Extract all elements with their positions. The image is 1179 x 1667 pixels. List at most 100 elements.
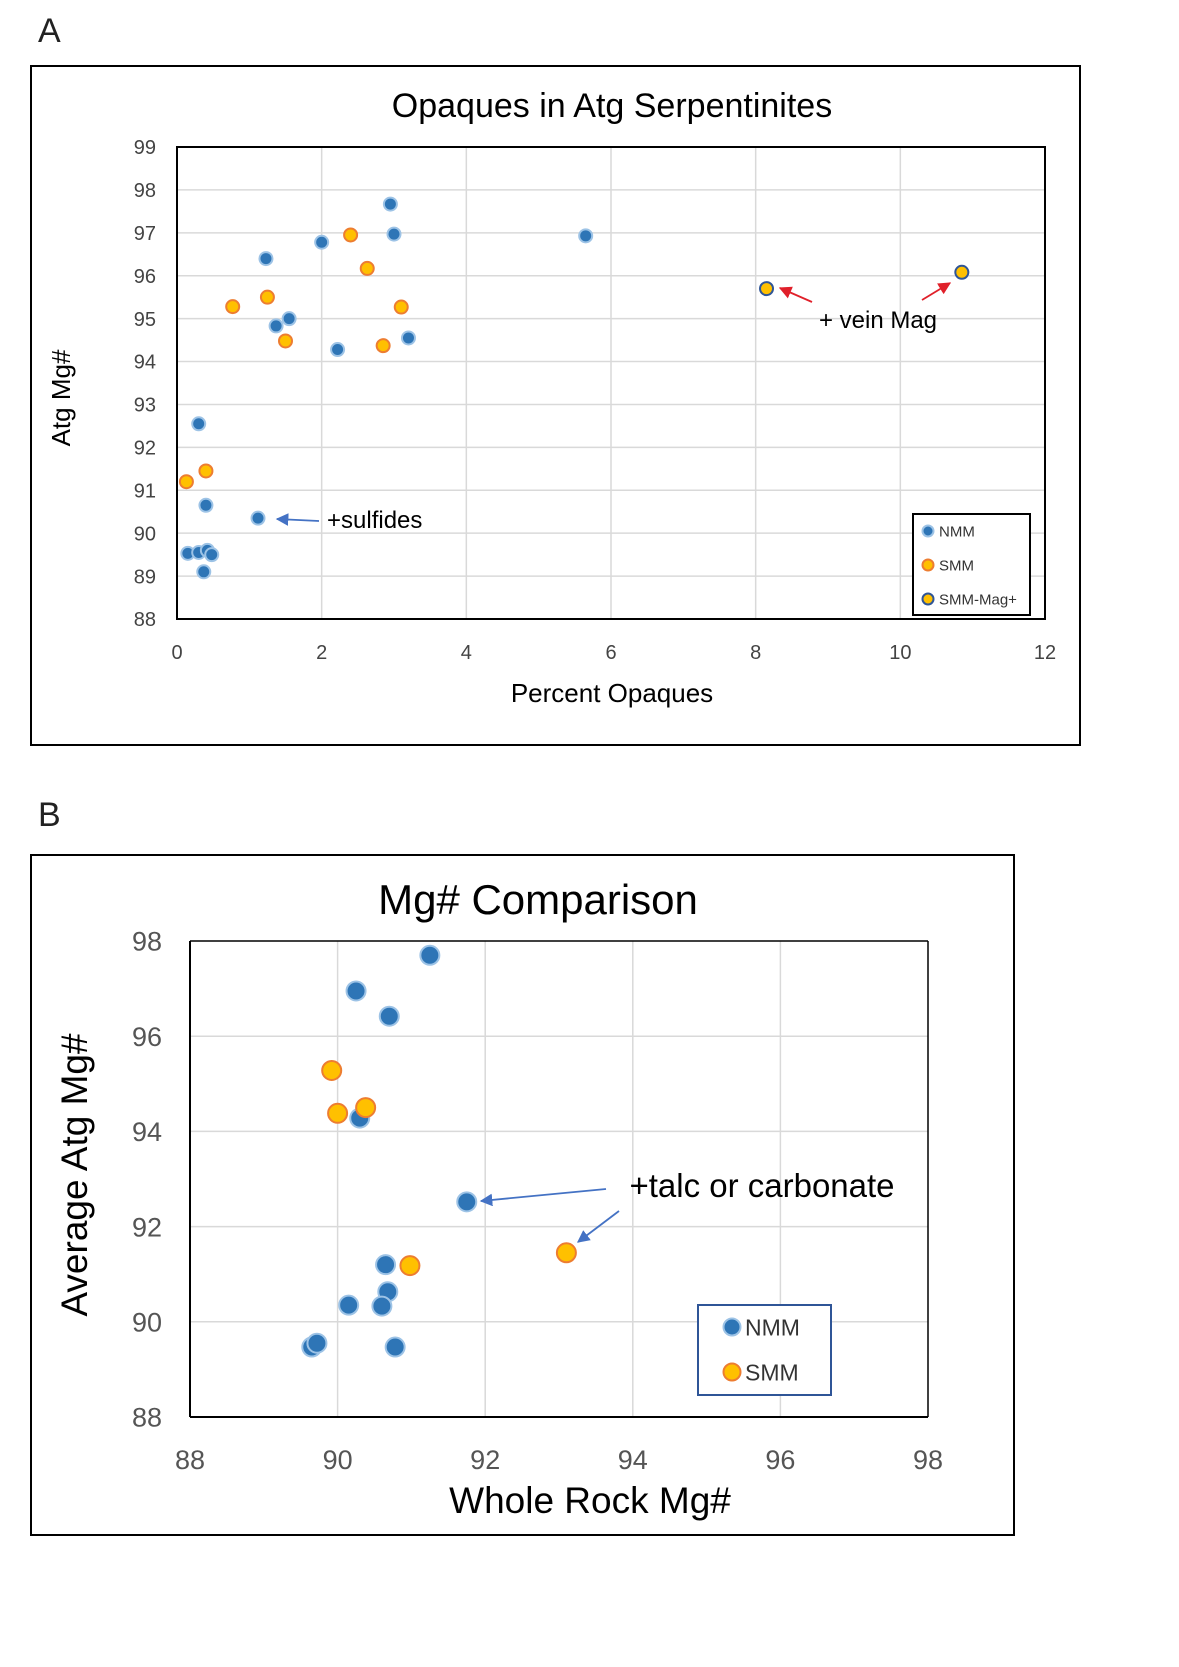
chart-b-legend-marker-smm <box>722 1362 742 1382</box>
chart-a-y-tick-label: 91 <box>134 480 156 502</box>
chart-a-frame <box>30 65 1081 746</box>
chart-b-point-nmm <box>371 1295 393 1317</box>
chart-a-point-nmm <box>198 497 214 513</box>
chart-a-point-nmm <box>204 547 220 563</box>
chart-b-x-tick-label: 96 <box>765 1445 795 1475</box>
chart-b-y-tick-label: 90 <box>132 1308 162 1338</box>
chart-b: 88 90 92 94 96 98 88 90 92 94 96 98 +talc or carbon… <box>30 854 1015 1536</box>
chart-b-arrow-talc-right <box>576 1210 620 1243</box>
chart-a-point-smm <box>393 299 409 315</box>
chart-b-point-nmm <box>419 944 441 966</box>
chart-a-y-tick-label: 96 <box>134 266 156 288</box>
chart-a-point-smm <box>198 463 214 479</box>
chart-a-legend-marker-smm-mag <box>921 592 935 606</box>
chart-a-point-smm <box>178 474 194 490</box>
chart-a-legend-marker-nmm <box>921 524 935 538</box>
chart-a-point-smm <box>278 333 293 349</box>
chart-a-y-tick-label: 90 <box>134 523 156 545</box>
chart-b-x-tick-label: 92 <box>470 1445 500 1475</box>
chart-b-arrow-talc-left <box>479 1188 607 1207</box>
chart-a-point-nmm <box>258 251 274 267</box>
chart-a-x-tick-label: 2 <box>316 642 327 664</box>
chart-b-x-tick-label: 90 <box>323 1445 353 1475</box>
chart-a-legend-marker-smm <box>921 558 935 572</box>
chart-a-point-nmm <box>400 330 416 346</box>
chart-a-y-tick-label: 93 <box>134 395 156 417</box>
chart-b-y-tick-label: 88 <box>132 1403 162 1433</box>
chart-a-y-tick-label: 88 <box>134 609 156 631</box>
chart-a-y-tick-label: 92 <box>134 438 156 460</box>
chart-a-legend-label-smm: SMM <box>939 557 974 574</box>
chart-a-x-tick-label: 4 <box>461 642 472 664</box>
chart-a-arrow-vein-mag-right <box>921 282 952 301</box>
chart-a-point-nmm <box>191 416 207 432</box>
chart-a-point-nmm <box>250 510 266 526</box>
chart-b-point-nmm <box>384 1336 406 1358</box>
chart-b-x-axis-label: Whole Rock Mg# <box>449 1480 731 1521</box>
chart-b-y-tick-label: 92 <box>132 1212 162 1242</box>
chart-a-annotation-vein-mag: + vein Mag <box>819 307 937 334</box>
chart-a-x-tick-label: 6 <box>605 642 616 664</box>
chart-b-point-smm <box>327 1102 349 1124</box>
chart-b-legend-marker-nmm <box>722 1317 742 1337</box>
chart-b-frame <box>30 854 1015 1536</box>
chart-a-point-smm-mag <box>954 264 970 280</box>
panel-b-letter: B <box>38 796 61 834</box>
chart-a-point-nmm <box>281 311 297 327</box>
chart-b-point-nmm <box>375 1254 397 1276</box>
chart-a-y-tick-label: 97 <box>134 223 156 245</box>
chart-b-y-tick-label: 96 <box>132 1022 162 1052</box>
chart-b-title: Mg# Comparison <box>378 876 698 923</box>
chart-a-point-smm <box>359 260 375 276</box>
chart-a-point-nmm <box>268 318 284 334</box>
chart-a-x-tick-label: 8 <box>750 642 761 664</box>
chart-b-point-smm <box>355 1097 377 1119</box>
chart-b-point-smm <box>321 1059 343 1081</box>
chart-b-annotation-talc-carbonate: +talc or carbonate <box>629 1167 894 1204</box>
chart-a-x-tick-label: 10 <box>889 642 911 664</box>
chart-b-point-nmm <box>306 1332 328 1354</box>
chart-b-point-smm <box>399 1255 421 1277</box>
chart-b-point-nmm <box>345 980 367 1002</box>
chart-a-point-smm <box>259 289 275 305</box>
panel-a-letter: A <box>38 12 61 50</box>
chart-b-legend-box <box>697 1304 832 1396</box>
chart-a-x-tick-label: 12 <box>1034 642 1056 664</box>
chart-a-y-tick-label: 99 <box>134 137 156 159</box>
chart-a-point-nmm <box>330 342 346 358</box>
chart-a-point-nmm <box>314 234 330 250</box>
chart-a-y-tick-label: 94 <box>134 352 156 374</box>
chart-a-point-smm <box>225 299 241 315</box>
chart-a-legend-label-nmm: NMM <box>939 523 975 540</box>
chart-a-point-smm-mag <box>759 281 775 297</box>
chart-b-point-nmm <box>378 1005 400 1027</box>
chart-b-point-smm <box>555 1242 577 1264</box>
chart-b-y-axis-label: Average Atg Mg# <box>54 1033 95 1317</box>
chart-a-y-tick-label: 89 <box>134 566 156 588</box>
chart-a-arrow-sulfides <box>275 513 320 526</box>
chart-b-point-nmm <box>338 1294 360 1316</box>
chart-a-arrow-vein-mag-left <box>778 286 813 303</box>
chart-a-point-nmm <box>578 228 594 244</box>
chart-b-legend-label-nmm: NMM <box>745 1314 800 1340</box>
chart-a-point-smm <box>343 227 359 243</box>
chart-a-plot-border <box>176 146 1046 620</box>
chart-b-x-tick-label: 88 <box>175 1445 205 1475</box>
chart-a-y-axis-label: Atg Mg# <box>46 349 76 446</box>
chart-a-point-smm <box>375 338 391 354</box>
chart-b-point-nmm <box>456 1191 478 1213</box>
chart-b-legend-label-smm: SMM <box>745 1359 799 1385</box>
chart-a-annotation-sulfides: +sulfides <box>327 507 422 534</box>
chart-a-point-nmm <box>196 564 212 580</box>
chart-b-x-tick-label: 98 <box>913 1445 943 1475</box>
chart-a-legend-label-smm-mag: SMM-Mag+ <box>939 591 1017 608</box>
chart-a-title: Opaques in Atg Serpentinites <box>392 87 832 125</box>
chart-a-x-tick-label: 0 <box>171 642 182 664</box>
chart-a-y-tick-label: 95 <box>134 309 156 331</box>
chart-b-x-tick-label: 94 <box>618 1445 648 1475</box>
chart-a-point-nmm <box>382 196 398 212</box>
chart-b-y-tick-label: 98 <box>132 927 162 957</box>
chart-a-y-tick-label: 98 <box>134 180 156 202</box>
chart-a-x-axis-label: Percent Opaques <box>511 678 713 708</box>
chart-a-point-nmm <box>386 226 402 242</box>
